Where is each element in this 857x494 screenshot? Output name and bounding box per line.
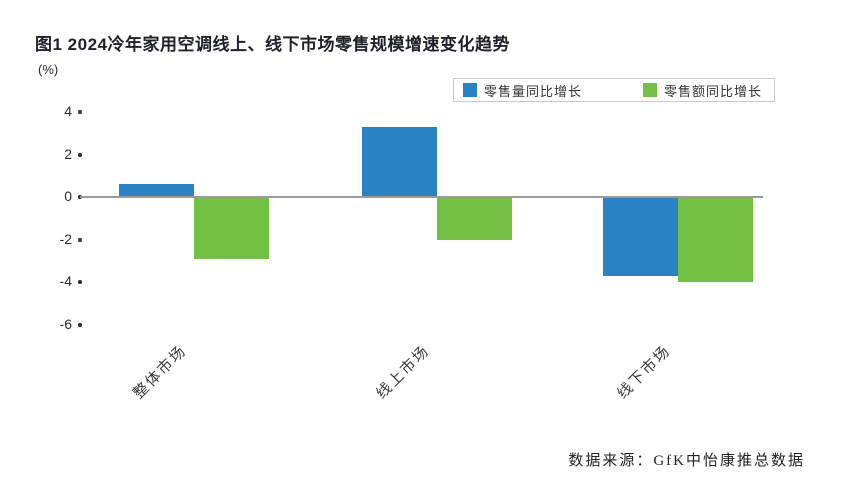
x-axis-label: 整体市场	[130, 342, 191, 403]
y-tick-marker	[78, 152, 82, 157]
y-tick-marker	[78, 237, 82, 242]
y-tick-label: 0	[64, 188, 72, 204]
legend-label-retail-value: 零售额同比增长	[663, 83, 762, 99]
y-tick-marker	[78, 280, 82, 284]
y-tick-label: -2	[59, 230, 72, 247]
data-source: 数据来源：GfK中怡康推总数据	[568, 453, 805, 469]
bar-value-3	[678, 197, 753, 282]
bar-value-2	[437, 197, 512, 240]
y-tick-label: 2	[64, 145, 72, 162]
bar-volume-3	[603, 197, 678, 276]
bar-volume-1	[119, 184, 194, 197]
chart-title: 图1 2024冷年家用空调线上、线下市场零售规模增速变化趋势	[35, 35, 510, 54]
legend: 零售量同比增长 零售额同比增长	[453, 78, 775, 102]
y-tick-marker	[78, 322, 82, 327]
bar-volume-2	[362, 126, 437, 197]
legend-label-retail-volume: 零售量同比增长	[484, 83, 583, 99]
legend-item-retail-volume: 零售量同比增长	[463, 81, 582, 100]
legend-swatch-retail-volume	[463, 83, 477, 97]
y-tick-marker	[78, 110, 82, 114]
y-tick-label: 4	[64, 103, 72, 119]
bar-value-1	[194, 197, 269, 259]
x-axis-label: 线上市场	[373, 342, 434, 403]
legend-item-retail-value: 零售额同比增长	[642, 81, 762, 100]
legend-swatch-retail-value	[642, 83, 657, 97]
y-tick-label: -4	[59, 273, 72, 289]
x-axis-label: 线下市场	[614, 342, 675, 403]
y-tick-label: -6	[59, 315, 72, 332]
zero-axis-line	[80, 196, 763, 198]
y-axis-unit-label: (%)	[38, 62, 59, 77]
